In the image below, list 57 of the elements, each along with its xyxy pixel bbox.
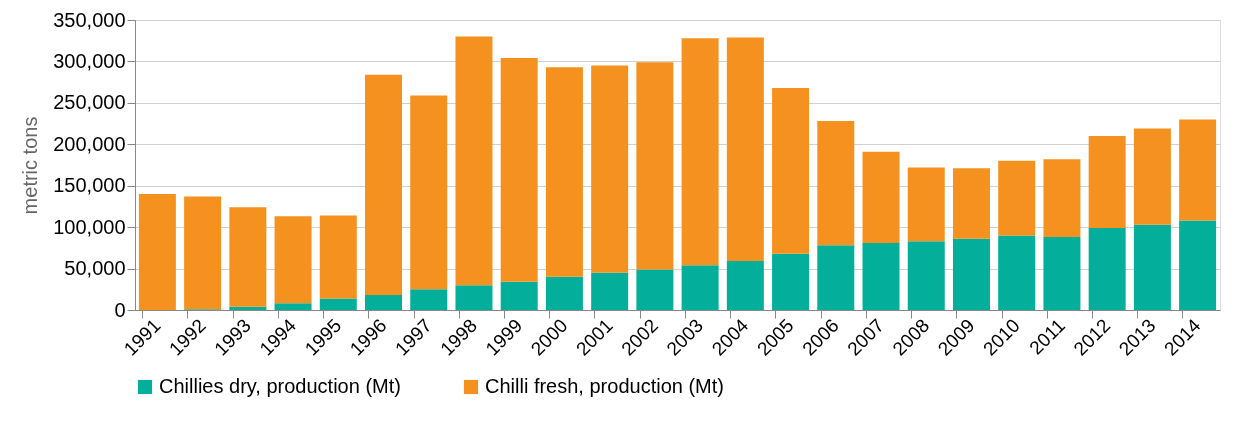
bar (681, 265, 719, 310)
bar (319, 298, 357, 310)
bar (772, 87, 810, 254)
bar (636, 62, 674, 270)
bar (1088, 227, 1126, 310)
bar (410, 289, 448, 310)
bar (274, 216, 312, 304)
bar (138, 194, 176, 310)
bar (998, 235, 1036, 310)
bar (862, 242, 900, 310)
y-tick-label: 250,000 (53, 91, 126, 114)
bar (726, 37, 764, 262)
bar (184, 196, 222, 310)
bar (274, 303, 312, 310)
bar (410, 95, 448, 290)
bar (726, 261, 764, 310)
bar (817, 245, 855, 310)
y-tick-label: 100,000 (53, 215, 126, 238)
y-tick-label: 350,000 (53, 8, 126, 31)
bar (1133, 224, 1171, 310)
bar (952, 168, 990, 239)
bar (817, 121, 855, 246)
legend-label: Chillies dry, production (Mt) (159, 375, 401, 397)
bar (1043, 159, 1081, 238)
bar (998, 160, 1036, 236)
y-axis-title: metric tons (19, 116, 42, 215)
bar (907, 241, 945, 310)
bar (591, 272, 629, 310)
bar (229, 207, 267, 307)
bar (1088, 136, 1126, 228)
bar (681, 38, 719, 266)
bar (455, 285, 493, 310)
bar (365, 295, 403, 310)
y-tick-label: 0 (114, 298, 126, 321)
bar (591, 65, 629, 273)
bar (545, 276, 583, 310)
bar (636, 269, 674, 310)
bar (319, 215, 357, 299)
bar (229, 306, 267, 310)
bar (1179, 220, 1217, 310)
bar (907, 167, 945, 242)
bar (500, 281, 538, 310)
legend-label: Chilli fresh, production (Mt) (485, 375, 724, 397)
bar (1133, 128, 1171, 225)
bar (862, 151, 900, 243)
y-tick-label: 200,000 (53, 132, 126, 155)
y-tick-label: 150,000 (53, 174, 126, 197)
bar (455, 36, 493, 286)
bar (1043, 237, 1081, 310)
bar (500, 58, 538, 282)
bar (365, 74, 403, 296)
bar (1179, 119, 1217, 221)
bar (952, 238, 990, 310)
bar (545, 67, 583, 277)
y-tick-label: 50,000 (64, 257, 126, 280)
bar (772, 253, 810, 310)
y-tick-label: 300,000 (53, 49, 126, 72)
